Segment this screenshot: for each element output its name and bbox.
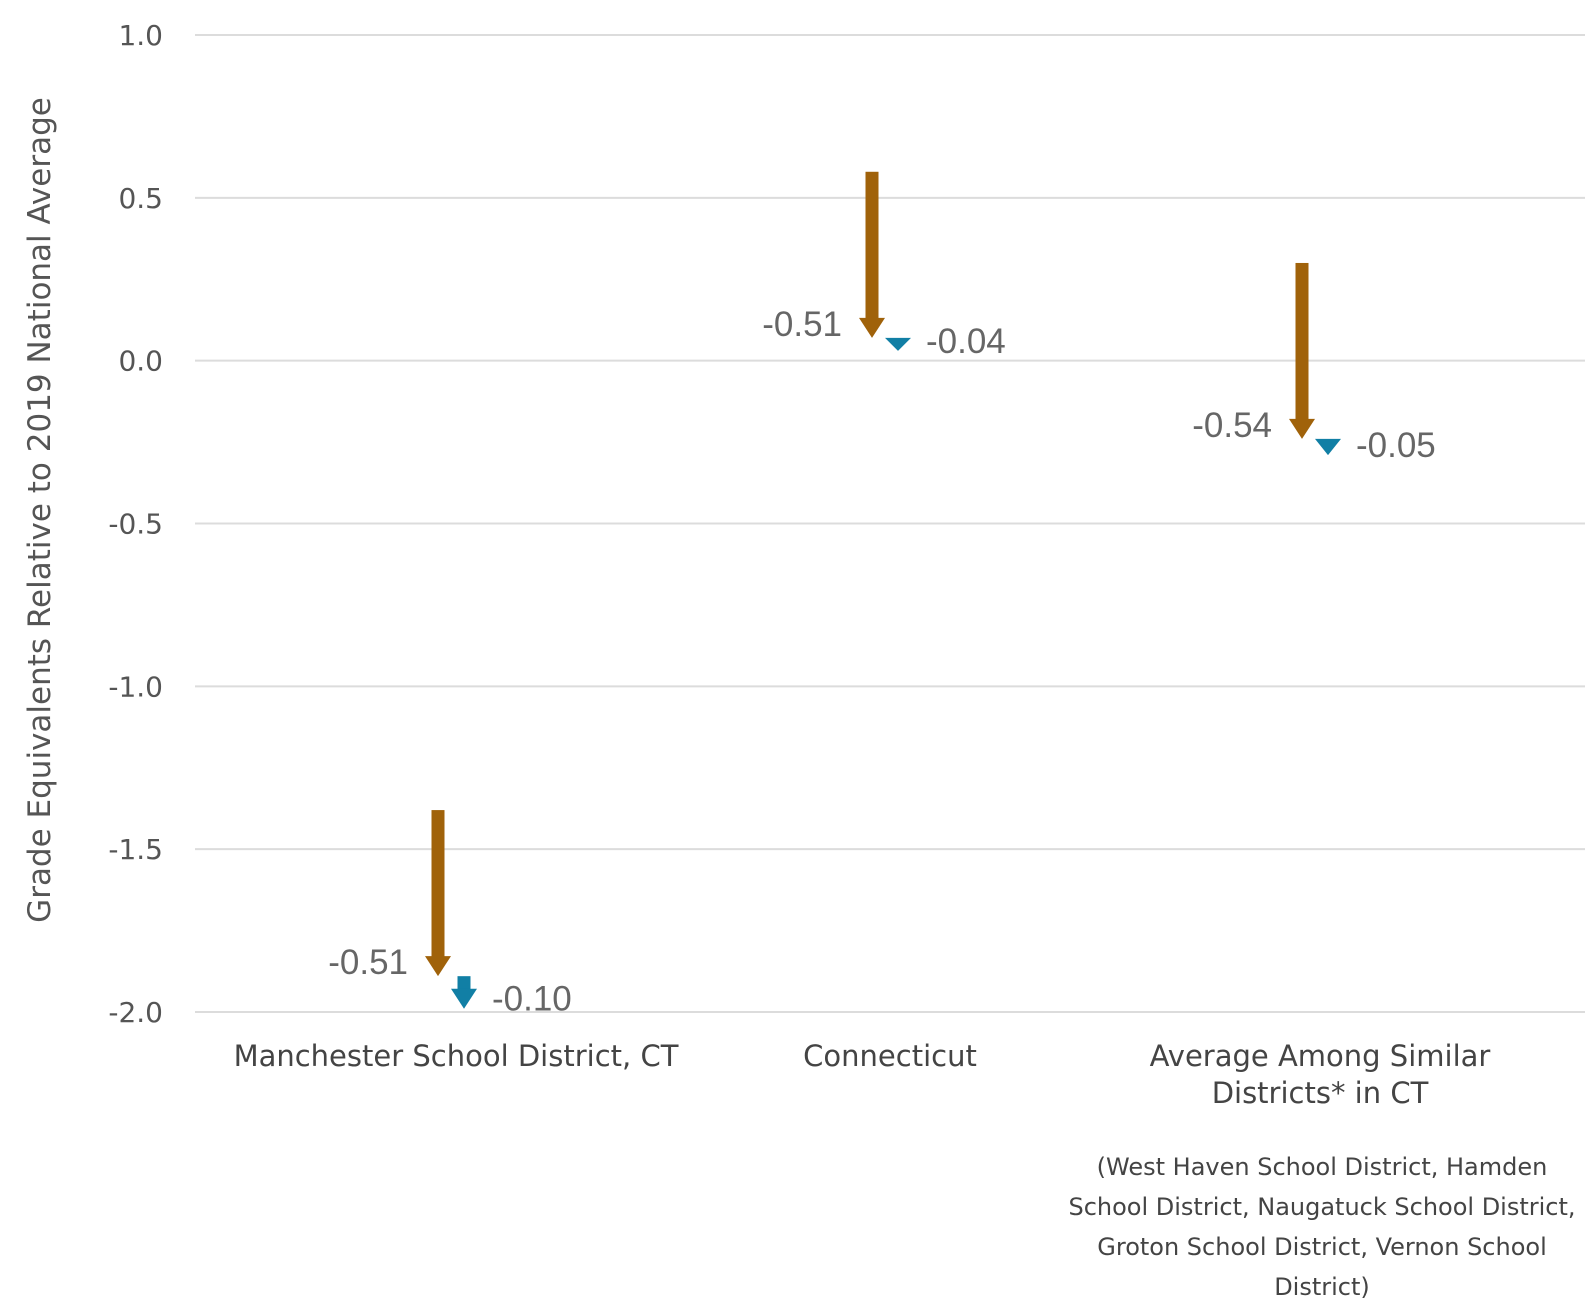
second-change-arrow [451, 976, 477, 1009]
y-tick-label: -0.5 [108, 508, 163, 541]
first-change-arrow [859, 171, 885, 338]
category-note: District) [1274, 1273, 1370, 1301]
y-tick-label: -2.0 [108, 996, 163, 1029]
first-change-arrow-head [425, 956, 451, 977]
second-change-arrow [1315, 438, 1341, 456]
y-axis-label: Grade Equivalents Relative to 2019 Natio… [22, 97, 58, 923]
category-label: Average Among Similar [1150, 1039, 1491, 1073]
second-change-value-label: -0.04 [926, 322, 1006, 361]
category-note: (West Haven School District, Hamden [1097, 1153, 1548, 1181]
first-change-arrow-shaft [431, 810, 445, 958]
arrow-marks: -0.51 -0.10 -0.51 -0.04 -0.54 -0.05 [328, 171, 1436, 1019]
category-note: Groton School District, Vernon School [1097, 1233, 1547, 1261]
y-axis-tick-labels: 1.0 0.5 0.0 -0.5 -1.0 -1.5 -2.0 [108, 19, 163, 1029]
category-label: Manchester School District, CT [234, 1039, 679, 1073]
first-change-arrow-head [1289, 418, 1315, 439]
y-tick-label: 1.0 [118, 19, 163, 52]
second-change-value-label: -0.10 [492, 980, 572, 1019]
first-change-arrow-head [859, 317, 885, 338]
second-change-arrow-head [885, 337, 911, 351]
second-change-arrow [885, 337, 911, 351]
first-change-arrow [425, 810, 451, 977]
first-change-arrow-shaft [1295, 262, 1309, 420]
y-tick-label: 0.5 [118, 182, 163, 215]
category-label: Connecticut [803, 1039, 977, 1073]
category-label: Districts* in CT [1212, 1076, 1429, 1110]
second-change-arrow-head [1315, 438, 1341, 456]
second-change-arrow-head [451, 988, 477, 1009]
second-change-arrow-shaft [457, 976, 471, 990]
y-tick-label: -1.5 [108, 833, 163, 866]
first-change-value-label: -0.51 [762, 305, 842, 344]
gridlines [195, 34, 1585, 1013]
y-tick-label: -1.0 [108, 670, 163, 703]
first-change-arrow [1289, 262, 1315, 439]
first-change-value-label: -0.51 [328, 943, 408, 982]
category-labels: Manchester School District, CT Connecticu… [234, 1039, 1576, 1301]
y-tick-label: 0.0 [118, 345, 163, 378]
second-change-value-label: -0.05 [1356, 426, 1436, 465]
first-change-value-label: -0.54 [1192, 406, 1272, 445]
category-note: School District, Naugatuck School Distri… [1068, 1193, 1575, 1221]
first-change-arrow-shaft [865, 171, 879, 319]
